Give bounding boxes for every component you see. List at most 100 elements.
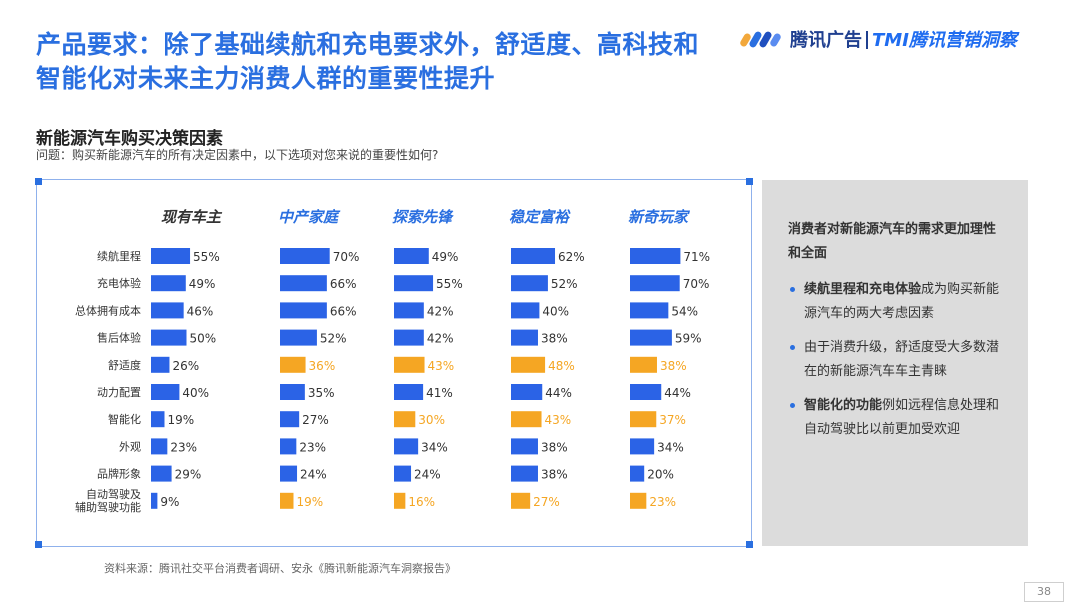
data-label: 54% [671, 304, 698, 318]
bar [280, 275, 327, 292]
data-label: 29% [175, 468, 202, 482]
insight-sidebar: 消费者对新能源汽车的需求更加理性和全面 续航里程和充电体验成为购买新能源汽车的两… [762, 180, 1028, 546]
bar [630, 302, 669, 319]
bar [511, 465, 538, 482]
category-label: 自动驾驶及辅助驾驶功能 [75, 487, 141, 514]
tencent-ads-logo-icon [740, 31, 781, 48]
logo-text-tmi: TMI腾讯营销洞察 [872, 30, 1017, 51]
data-label: 34% [421, 440, 448, 454]
data-label: 46% [187, 304, 214, 318]
page-number: 38 [1024, 582, 1064, 602]
data-label: 71% [683, 250, 710, 264]
bar [280, 465, 298, 482]
data-label: 19% [167, 413, 194, 427]
category-label: 充电体验 [97, 276, 141, 290]
bar-chart: 续航里程充电体验总体拥有成本售后体验舒适度动力配置智能化外观品牌形象自动驾驶及辅… [75, 208, 710, 514]
bar [630, 329, 672, 346]
bar [151, 384, 180, 400]
data-label: 23% [170, 440, 197, 454]
data-label: 43% [428, 359, 455, 373]
bar [394, 438, 419, 455]
data-label: 43% [545, 413, 572, 427]
data-label: 42% [427, 304, 454, 318]
bar [151, 275, 186, 292]
insight-item-text: 由于消费升级，舒适度受大多数潜在的新能源汽车车主青睐 [804, 340, 1000, 379]
insight-item-bold: 续航里程和充电体验 [804, 282, 922, 297]
data-label: 30% [418, 413, 445, 427]
data-label: 62% [558, 250, 585, 264]
series-title: 稳定富裕 [509, 208, 571, 226]
chart-subtitle: 新能源汽车购买决策因素 [36, 129, 223, 149]
data-label: 23% [299, 440, 326, 454]
data-label: 24% [300, 468, 327, 482]
bar [630, 275, 680, 292]
category-label: 动力配置 [97, 386, 141, 399]
data-label: 70% [333, 250, 360, 264]
panel-corner [35, 541, 42, 548]
panel-corner [35, 178, 42, 185]
bar [511, 329, 538, 346]
data-label: 49% [432, 250, 459, 264]
bar [280, 438, 297, 455]
data-label: 49% [189, 277, 216, 291]
bar [394, 248, 429, 264]
category-label: 续航里程 [97, 249, 141, 263]
bar [151, 465, 172, 482]
data-label: 38% [541, 468, 568, 482]
bar [394, 356, 425, 373]
logo-text-tencent-ads: 腾讯广告 [790, 30, 862, 51]
bar [394, 384, 424, 400]
bar [630, 465, 645, 482]
insight-item-text: 成为购买新能源汽车的两大考虑因素 [804, 282, 1000, 321]
data-label: 34% [657, 440, 684, 454]
bar [630, 384, 662, 400]
data-label: 44% [545, 386, 572, 400]
bar [630, 492, 647, 509]
data-label: 37% [659, 413, 686, 427]
chart-panel: 续航里程 充电体验 总体拥有成本 售后体验 舒适度 动力配置 智能化 外观 品牌形象 自动驾驶及辅… [35, 178, 753, 548]
data-label: 27% [302, 413, 329, 427]
bar [394, 302, 424, 319]
data-label: 55% [193, 250, 220, 264]
brand-logo: 腾讯广告 TMI腾讯营销洞察 [740, 26, 1017, 52]
bar [394, 275, 434, 292]
bar [151, 356, 170, 373]
data-label: 36% [309, 359, 336, 373]
data-label: 59% [675, 332, 702, 346]
bar [630, 248, 681, 264]
source-note: 资料来源：腾讯社交平台消费者调研、安永《腾讯新能源汽车洞察报告》 [104, 562, 456, 575]
bar [280, 248, 330, 264]
insight-item: 续航里程和充电体验成为购买新能源汽车的两大考虑因素 [788, 278, 1006, 326]
bar [511, 275, 548, 292]
data-label: 38% [541, 332, 568, 346]
data-label: 24% [414, 468, 441, 482]
data-label: 35% [308, 386, 335, 400]
data-label: 40% [182, 386, 209, 400]
bar [394, 492, 406, 509]
series-title: 现有车主 [161, 208, 223, 226]
data-label: 19% [296, 495, 323, 509]
data-label: 41% [426, 386, 453, 400]
data-label: 70% [683, 277, 710, 291]
bar [630, 411, 657, 428]
series-title: 新奇玩家 [628, 208, 691, 226]
bar [151, 248, 191, 264]
bar [511, 492, 531, 509]
data-label: 66% [330, 304, 357, 318]
data-label: 52% [551, 277, 578, 291]
data-label: 40% [542, 304, 569, 318]
data-label: 27% [533, 495, 560, 509]
data-label: 50% [190, 332, 217, 346]
bar [151, 492, 158, 509]
data-label: 23% [649, 495, 676, 509]
data-label: 9% [160, 495, 179, 509]
bar [511, 356, 546, 373]
insight-item-bold: 智能化的功能 [804, 398, 883, 413]
bar [151, 302, 184, 319]
bar [511, 248, 556, 264]
bar [280, 356, 306, 373]
category-label: 售后体验 [97, 331, 141, 345]
bar [151, 329, 187, 346]
logo-separator [866, 31, 868, 49]
data-label: 66% [330, 277, 357, 291]
